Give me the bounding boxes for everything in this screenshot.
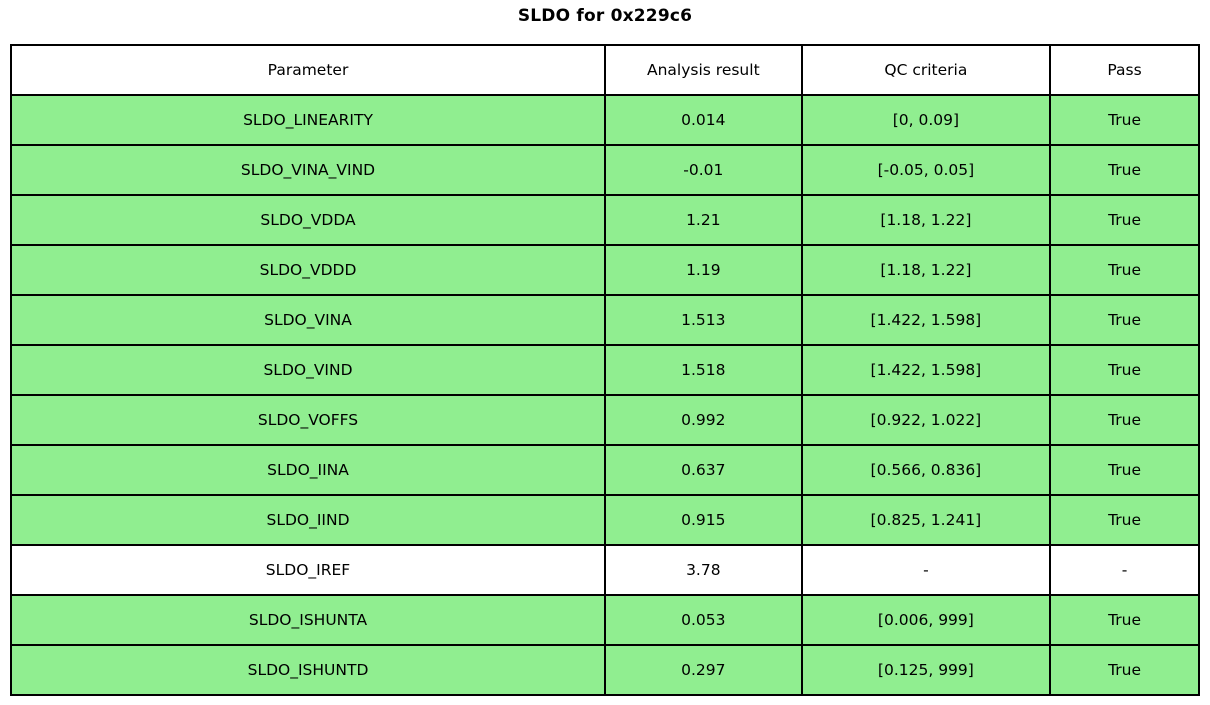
result-cell: 3.78 xyxy=(604,544,803,596)
result-cell: 0.014 xyxy=(604,94,803,146)
pass-cell: True xyxy=(1049,494,1200,546)
col-header-qc-criteria: QC criteria xyxy=(800,44,1052,96)
param-cell: SLDO_ISHUNTD xyxy=(9,644,607,696)
pass-cell: - xyxy=(1049,544,1200,596)
qc-cell: [-0.05, 0.05] xyxy=(800,144,1052,196)
table-row: SLDO_IREF 3.78 - - xyxy=(9,544,1200,596)
pass-cell: True xyxy=(1049,344,1200,396)
param-cell: SLDO_VINA_VIND xyxy=(9,144,607,196)
qc-cell: [1.422, 1.598] xyxy=(800,344,1052,396)
page-title: SLDO for 0x229c6 xyxy=(517,6,693,26)
pass-cell: True xyxy=(1049,594,1200,646)
result-cell: 1.513 xyxy=(604,294,803,346)
qc-cell: [1.18, 1.22] xyxy=(800,244,1052,296)
pass-cell: True xyxy=(1049,94,1200,146)
pass-cell: True xyxy=(1049,444,1200,496)
result-cell: 0.992 xyxy=(604,394,803,446)
table-row: SLDO_VDDD 1.19 [1.18, 1.22] True xyxy=(9,244,1200,296)
col-header-parameter: Parameter xyxy=(9,44,607,96)
col-header-analysis-result: Analysis result xyxy=(604,44,803,96)
result-cell: 1.518 xyxy=(604,344,803,396)
result-cell: -0.01 xyxy=(604,144,803,196)
table-row: SLDO_VOFFS 0.992 [0.922, 1.022] True xyxy=(9,394,1200,446)
param-cell: SLDO_VOFFS xyxy=(9,394,607,446)
param-cell: SLDO_VIND xyxy=(9,344,607,396)
qc-cell: [0.825, 1.241] xyxy=(800,494,1052,546)
param-cell: SLDO_VDDD xyxy=(9,244,607,296)
result-cell: 1.19 xyxy=(604,244,803,296)
qc-cell: [0.006, 999] xyxy=(800,594,1052,646)
table-header-row: Parameter Analysis result QC criteria Pa… xyxy=(9,44,1200,96)
table-row: SLDO_ISHUNTA 0.053 [0.006, 999] True xyxy=(9,594,1200,646)
col-header-pass: Pass xyxy=(1049,44,1200,96)
table-row: SLDO_VINA_VIND -0.01 [-0.05, 0.05] True xyxy=(9,144,1200,196)
param-cell: SLDO_ISHUNTA xyxy=(9,594,607,646)
result-cell: 1.21 xyxy=(604,194,803,246)
result-cell: 0.637 xyxy=(604,444,803,496)
qc-cell: [0.922, 1.022] xyxy=(800,394,1052,446)
result-cell: 0.297 xyxy=(604,644,803,696)
param-cell: SLDO_IREF xyxy=(9,544,607,596)
pass-cell: True xyxy=(1049,294,1200,346)
qc-cell: [1.422, 1.598] xyxy=(800,294,1052,346)
qc-cell: - xyxy=(800,544,1052,596)
pass-cell: True xyxy=(1049,394,1200,446)
table-row: SLDO_VDDA 1.21 [1.18, 1.22] True xyxy=(9,194,1200,246)
table-row: SLDO_IIND 0.915 [0.825, 1.241] True xyxy=(9,494,1200,546)
qc-cell: [1.18, 1.22] xyxy=(800,194,1052,246)
param-cell: SLDO_VINA xyxy=(9,294,607,346)
table-row: SLDO_LINEARITY 0.014 [0, 0.09] True xyxy=(9,94,1200,146)
qc-cell: [0.125, 999] xyxy=(800,644,1052,696)
qc-cell: [0.566, 0.836] xyxy=(800,444,1052,496)
param-cell: SLDO_IINA xyxy=(9,444,607,496)
param-cell: SLDO_VDDA xyxy=(9,194,607,246)
result-cell: 0.915 xyxy=(604,494,803,546)
result-cell: 0.053 xyxy=(604,594,803,646)
pass-cell: True xyxy=(1049,144,1200,196)
pass-cell: True xyxy=(1049,244,1200,296)
qc-cell: [0, 0.09] xyxy=(800,94,1052,146)
pass-cell: True xyxy=(1049,644,1200,696)
param-cell: SLDO_LINEARITY xyxy=(9,94,607,146)
param-cell: SLDO_IIND xyxy=(9,494,607,546)
table-row: SLDO_ISHUNTD 0.297 [0.125, 999] True xyxy=(9,644,1200,696)
qc-results-table: Parameter Analysis result QC criteria Pa… xyxy=(9,44,1200,696)
table-row: SLDO_VINA 1.513 [1.422, 1.598] True xyxy=(9,294,1200,346)
pass-cell: True xyxy=(1049,194,1200,246)
table-row: SLDO_IINA 0.637 [0.566, 0.836] True xyxy=(9,444,1200,496)
table-row: SLDO_VIND 1.518 [1.422, 1.598] True xyxy=(9,344,1200,396)
